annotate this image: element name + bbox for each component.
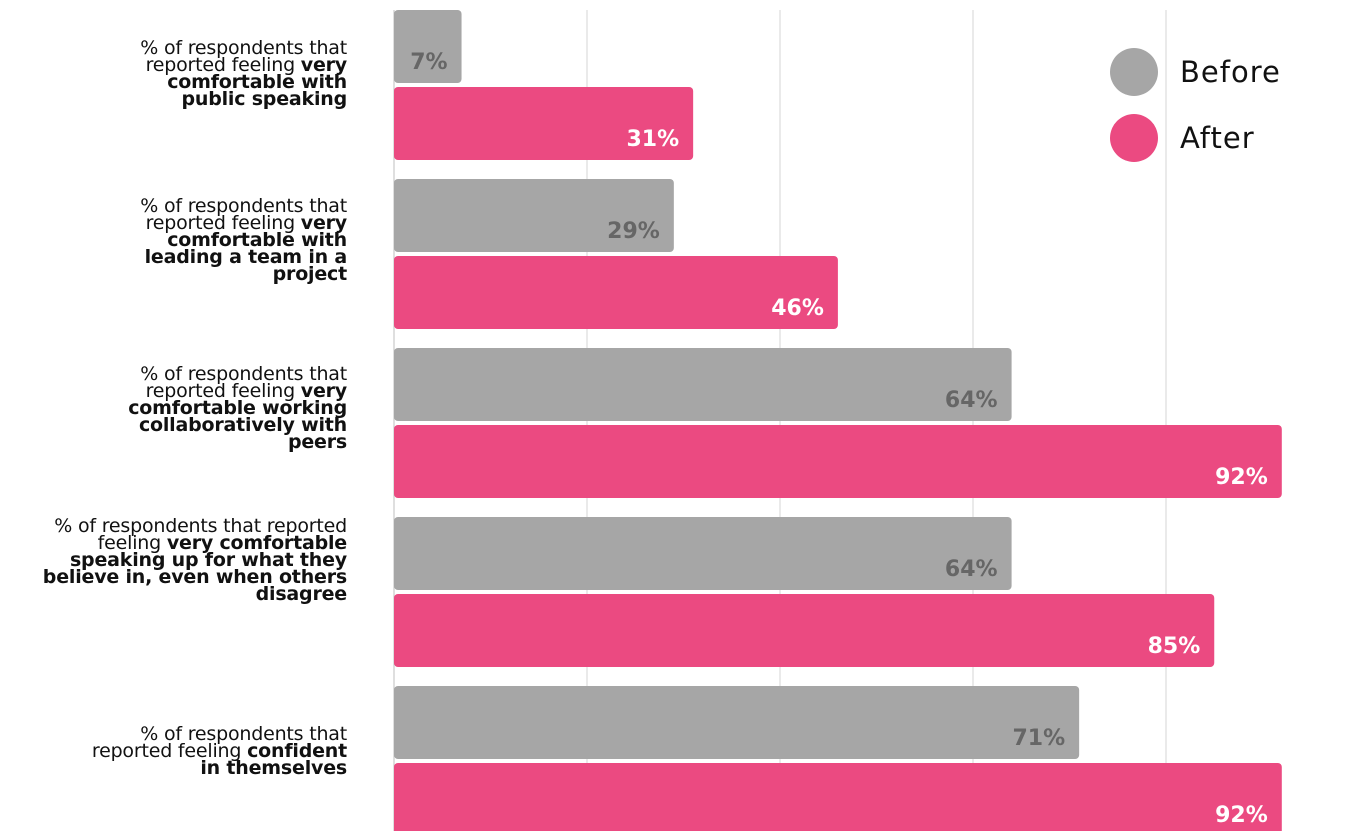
bar-after-5: [394, 763, 1282, 831]
bar-before-1: [394, 10, 462, 83]
bar-label-after-4: 85%: [1148, 634, 1201, 659]
category-label-emphasis: confident in themselves: [200, 740, 347, 779]
category-label-emphasis: very comfortable speaking up for what th…: [42, 532, 347, 605]
bars: [394, 10, 1282, 831]
category-label-emphasis: very comfortable with leading a team in …: [144, 212, 348, 285]
category-label-emphasis: very comfortable with public speaking: [167, 54, 347, 110]
legend: Before After: [1110, 46, 1281, 178]
bar-after-4: [394, 594, 1215, 667]
category-label-2: % of respondents that reported feeling v…: [0, 195, 348, 285]
category-label-1: % of respondents that reported feeling v…: [0, 37, 347, 110]
bar-after-2: [394, 256, 838, 329]
bar-label-after-1: 31%: [626, 127, 679, 152]
legend-swatch-after: [1110, 114, 1158, 162]
bar-before-2: [394, 179, 674, 252]
category-label-prefix: % of respondents that reported feeling: [140, 195, 347, 234]
legend-swatch-before: [1110, 48, 1158, 96]
bar-before-4: [394, 517, 1012, 590]
category-label-3: % of respondents that reported feeling v…: [0, 363, 347, 453]
bar-after-3: [394, 425, 1282, 498]
legend-label-before: Before: [1180, 55, 1281, 89]
bar-label-before-2: 29%: [607, 219, 660, 244]
category-label-prefix: % of respondents that reported feeling: [140, 363, 347, 402]
bar-label-before-3: 64%: [945, 388, 998, 413]
category-label-prefix: % of respondents that reported feeling: [91, 723, 347, 762]
category-label-prefix: % of respondents that reported feeling: [140, 37, 347, 76]
bar-labels: 7% 31% 29% 46% 64% 92% 64% 85% 71% 92%: [410, 50, 1268, 828]
bar-label-after-5: 92%: [1215, 803, 1268, 828]
legend-item-before: Before: [1110, 46, 1281, 98]
bar-after-1: [394, 87, 694, 160]
bar-before-3: [394, 348, 1012, 421]
bar-label-before-4: 64%: [945, 557, 998, 582]
category-label-emphasis: very comfortable working collaboratively…: [128, 380, 347, 453]
bar-label-before-1: 7%: [410, 50, 447, 75]
bar-label-after-3: 92%: [1215, 465, 1268, 490]
bar-label-after-2: 46%: [771, 296, 824, 321]
bar-label-before-5: 71%: [1012, 726, 1065, 751]
legend-item-after: After: [1110, 112, 1281, 164]
bar-before-5: [394, 686, 1080, 759]
category-label-prefix: % of respondents that reported feeling: [54, 515, 347, 554]
legend-label-after: After: [1180, 121, 1255, 155]
category-label-4: % of respondents that reported feeling v…: [0, 515, 347, 605]
category-label-5: % of respondents that reported feeling c…: [0, 723, 347, 779]
